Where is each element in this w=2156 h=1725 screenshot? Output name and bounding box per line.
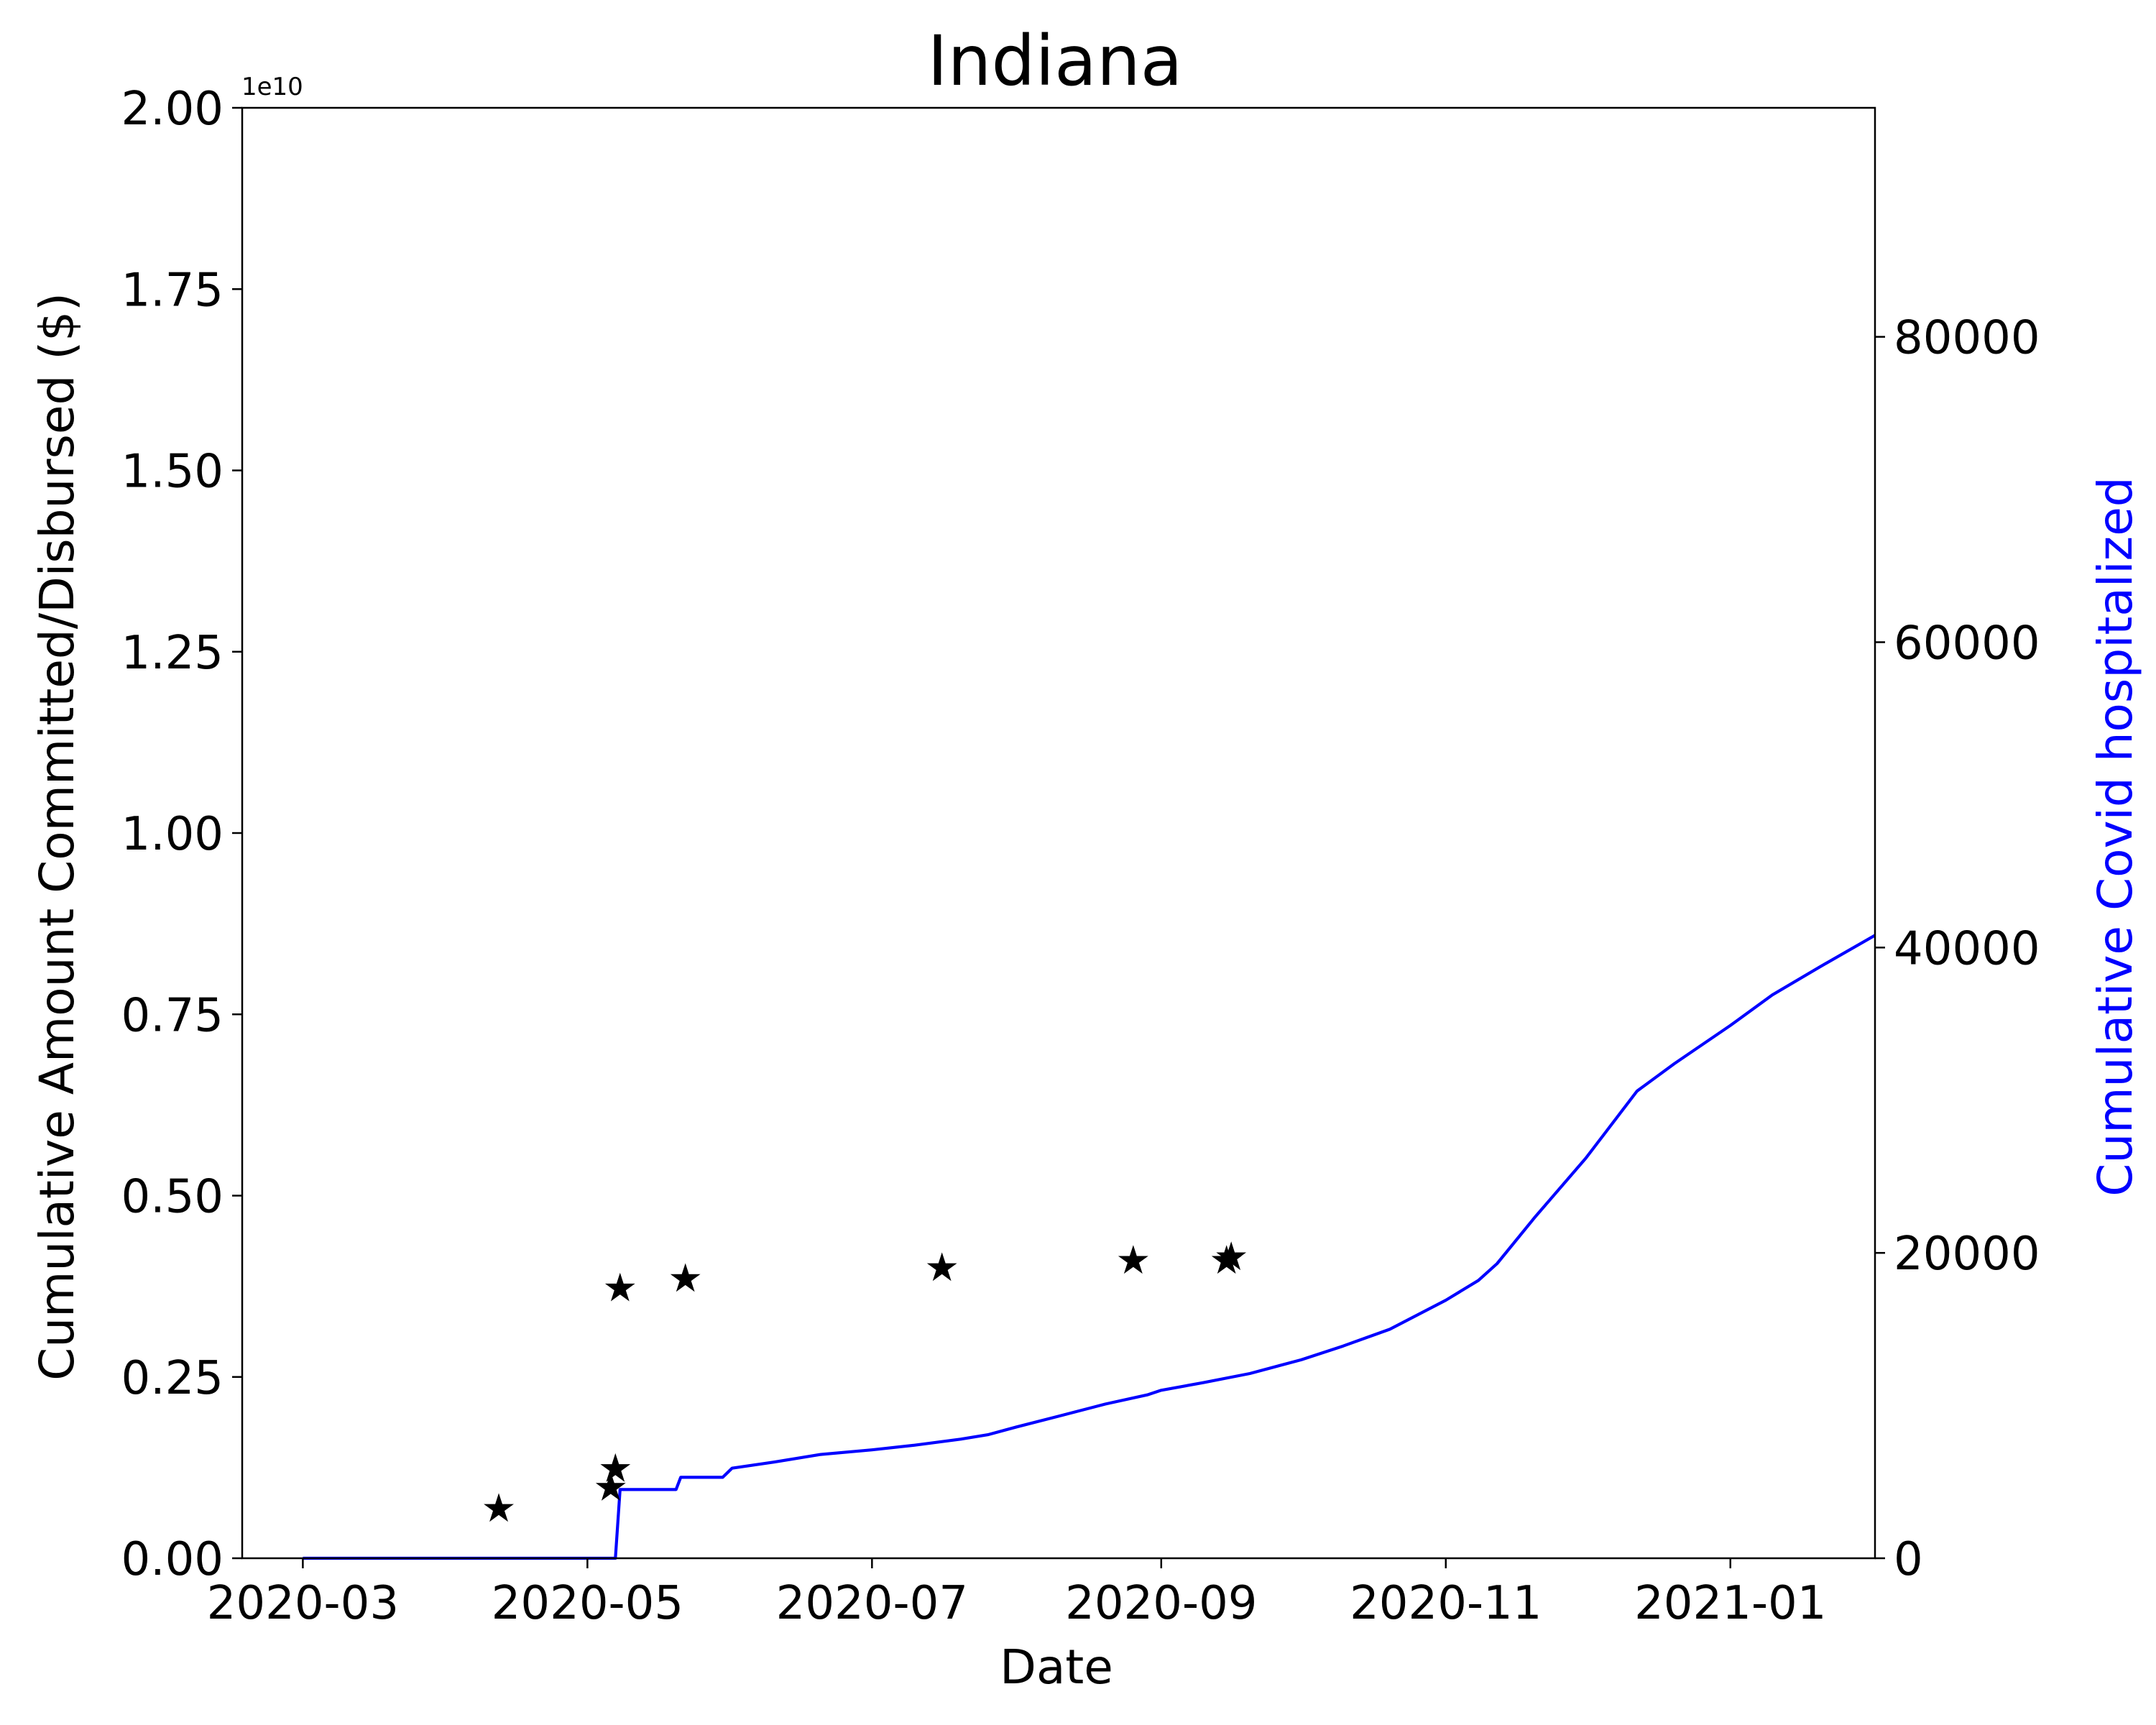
- y-left-tick-label: 2.00: [121, 83, 224, 136]
- x-tick-label: 2020-03: [207, 1577, 399, 1630]
- amount-star-marker: [484, 1493, 514, 1522]
- x-tick-label: 2020-09: [1065, 1577, 1257, 1630]
- amount-star-marker: [604, 1272, 635, 1302]
- y-left-tick-label: 0.75: [121, 989, 224, 1042]
- y-left-tick-label: 0.50: [121, 1171, 224, 1224]
- y-right-tick-label: 60000: [1894, 617, 2040, 670]
- hospitalized-line: [303, 934, 1876, 1560]
- y-right-tick-label: 40000: [1894, 922, 2040, 975]
- y-left-tick-label: 1.00: [121, 808, 224, 861]
- amount-star-marker: [926, 1252, 957, 1282]
- amount-star-marker: [595, 1472, 626, 1501]
- x-axis-label: Date: [1000, 1639, 1113, 1695]
- chart-title: Indiana: [927, 21, 1182, 101]
- y-right-tick-label: 20000: [1894, 1228, 2040, 1281]
- plot-frame: [241, 106, 1876, 1560]
- y-left-tick-label: 1.75: [121, 264, 224, 317]
- left-axis-offset-label: 1e10: [241, 73, 303, 101]
- amount-star-marker: [670, 1263, 701, 1292]
- y-axis-label-left: Cumulative Amount Committed/Disbursed ($…: [29, 293, 85, 1381]
- amount-star-marker: [1216, 1241, 1247, 1271]
- y-axis-label-right: Cumulative Covid hospitalized: [2088, 477, 2143, 1196]
- amount-star-marker: [1118, 1245, 1148, 1274]
- y-left-tick-label: 1.25: [121, 627, 224, 680]
- axes: 0.00 0.25 0.50 0.75 1.00 1.25 1.50 1.75 2.00 0 200…: [121, 83, 2040, 1630]
- x-tick-label: 2020-11: [1350, 1577, 1542, 1630]
- y-left-tick-label: 1.50: [121, 446, 224, 499]
- x-tick-label: 2021-01: [1634, 1577, 1826, 1630]
- y-right-tick-label: 0: [1894, 1533, 1923, 1586]
- y-left-tick-label: 0.00: [121, 1533, 224, 1586]
- chart-labels: Indiana Date Cumulative Amount Committed…: [29, 21, 2143, 1695]
- x-tick-label: 2020-07: [776, 1577, 968, 1630]
- y-left-tick-label: 0.25: [121, 1352, 224, 1405]
- amount-star-marker: [600, 1453, 631, 1482]
- plot-marks: [303, 934, 1876, 1560]
- x-tick-label: 2020-05: [492, 1577, 683, 1630]
- y-right-tick-label: 80000: [1894, 312, 2040, 365]
